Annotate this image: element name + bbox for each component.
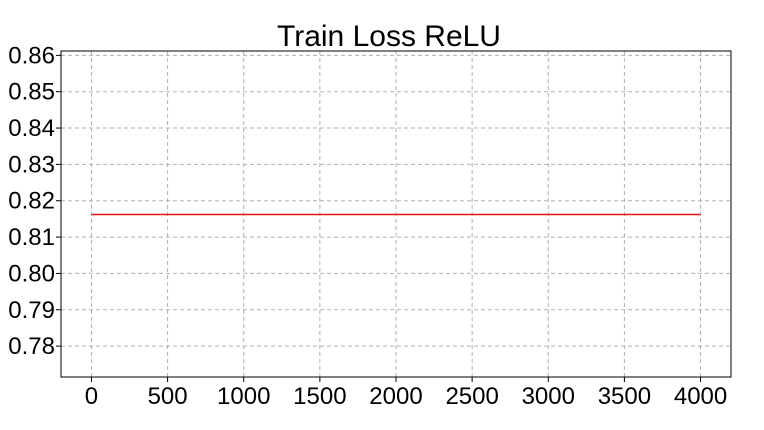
y-tick-label: 0.86 <box>8 42 55 69</box>
x-tick-label: 2500 <box>445 383 498 410</box>
chart-title: Train Loss ReLU <box>277 20 501 53</box>
y-axis: 0.78 0.79 0.80 0.81 0.82 0.83 0.84 0.85 0.86 <box>8 42 61 360</box>
x-tick-label: 3000 <box>522 383 575 410</box>
x-tick-label: 1000 <box>217 383 270 410</box>
x-tick-label: 4000 <box>674 383 727 410</box>
y-tick-label: 0.78 <box>8 333 55 360</box>
y-tick-label: 0.83 <box>8 151 55 178</box>
x-tick-label: 0 <box>85 383 98 410</box>
y-tick-label: 0.80 <box>8 260 55 287</box>
x-tick-label: 500 <box>148 383 188 410</box>
y-tick-label: 0.81 <box>8 224 55 251</box>
x-axis: 0 500 1000 1500 2000 2500 3000 3500 4000 <box>85 377 727 410</box>
y-tick-label: 0.84 <box>8 115 55 142</box>
x-tick-label: 3500 <box>598 383 651 410</box>
y-tick-label: 0.85 <box>8 79 55 106</box>
x-tick-label: 2000 <box>369 383 422 410</box>
x-tick-label: 1500 <box>293 383 346 410</box>
y-tick-label: 0.79 <box>8 297 55 324</box>
y-tick-label: 0.82 <box>8 188 55 215</box>
